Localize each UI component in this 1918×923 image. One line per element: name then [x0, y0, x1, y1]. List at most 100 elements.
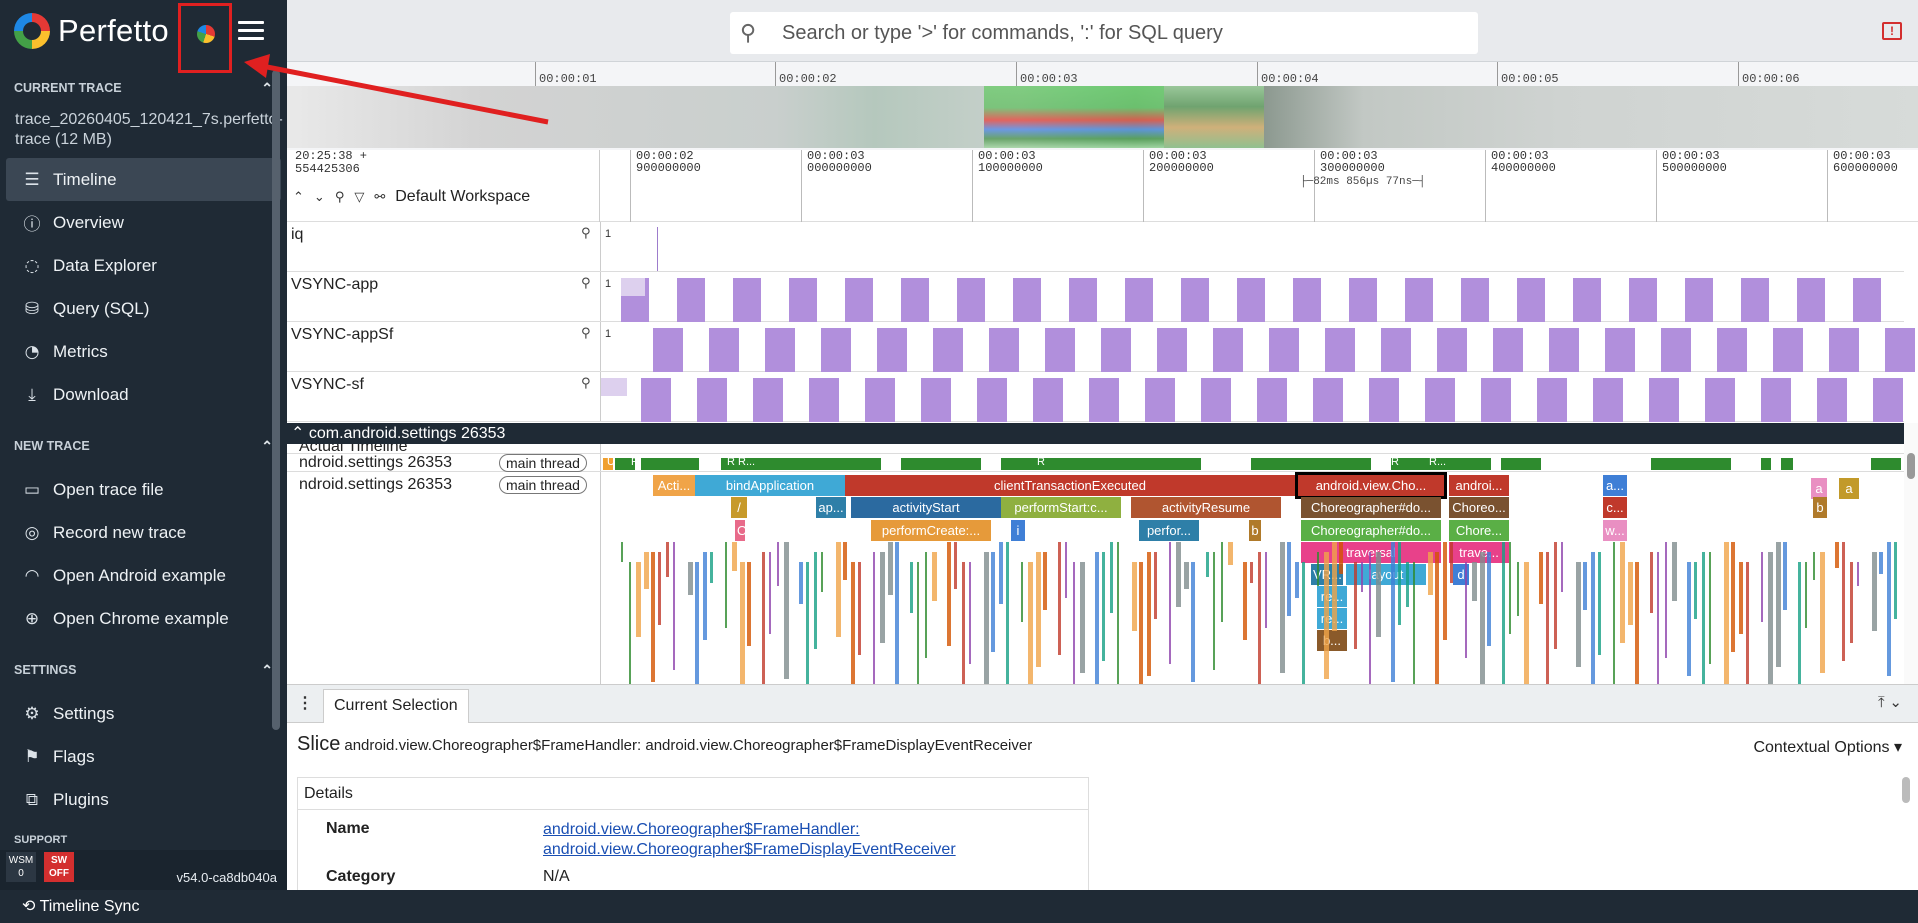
- hamburger-menu-button[interactable]: [238, 21, 264, 41]
- trace-slice[interactable]: [1465, 562, 1467, 658]
- pin-icon[interactable]: ⚲: [581, 376, 591, 391]
- overview-visible-window[interactable]: [984, 86, 1164, 148]
- sidebar-item-open-android-example[interactable]: ◠ Open Android example: [6, 554, 281, 597]
- trace-slice[interactable]: [1746, 562, 1749, 684]
- trace-slice[interactable]: [1776, 542, 1781, 667]
- status-bar[interactable]: ⟲ Timeline Sync: [0, 890, 1918, 923]
- counter-canvas[interactable]: 1: [601, 272, 1904, 322]
- trace-slice[interactable]: [1613, 542, 1615, 684]
- trace-slice[interactable]: [740, 562, 745, 684]
- trace-slice[interactable]: [673, 542, 675, 670]
- sidebar-item-overview[interactable]: ⓘ Overview: [6, 201, 281, 244]
- trace-slice[interactable]: [1554, 542, 1557, 649]
- trace-slice[interactable]: i: [1011, 520, 1025, 541]
- trace-slice[interactable]: [1635, 562, 1639, 684]
- trace-slice[interactable]: [843, 542, 847, 580]
- trace-slice[interactable]: Choreographer#do...: [1301, 497, 1441, 518]
- sidebar-item-open-chrome-example[interactable]: ⊕ Open Chrome example: [6, 597, 281, 640]
- details-scrollbar[interactable]: [1902, 777, 1912, 817]
- trace-slice[interactable]: [1657, 552, 1659, 684]
- selected-slice[interactable]: android.view.Cho...: [1295, 472, 1447, 499]
- trace-slice[interactable]: [1620, 542, 1625, 643]
- trace-slice[interactable]: [1842, 542, 1845, 661]
- trace-slice[interactable]: [1428, 552, 1433, 595]
- thread-state-block[interactable]: [1871, 458, 1901, 470]
- trace-slice[interactable]: clientTransactionExecuted: [845, 475, 1295, 496]
- trace-slice[interactable]: [1324, 552, 1329, 679]
- trace-slice[interactable]: [1694, 562, 1697, 619]
- trace-slice[interactable]: [888, 542, 893, 595]
- trace-slice[interactable]: traversal: [1301, 542, 1441, 563]
- trace-slice[interactable]: [1154, 552, 1157, 619]
- trace-slice[interactable]: [1850, 562, 1853, 643]
- trace-slice[interactable]: [947, 542, 951, 646]
- trace-slice[interactable]: b: [1249, 520, 1261, 541]
- trace-slice[interactable]: performStart:c...: [1001, 497, 1121, 518]
- trace-slice[interactable]: [925, 552, 927, 658]
- trace-slice[interactable]: [1539, 552, 1543, 604]
- thread-state-block[interactable]: [1501, 458, 1541, 470]
- trace-slice[interactable]: [1243, 562, 1247, 640]
- trace-slice[interactable]: [1176, 542, 1181, 607]
- trace-slice[interactable]: [1546, 552, 1549, 684]
- trace-slice[interactable]: [954, 542, 957, 589]
- track-vsync-app[interactable]: VSYNC-app ⚲ 1: [287, 272, 1904, 322]
- trace-slice[interactable]: [1583, 562, 1587, 610]
- trace-slice[interactable]: [1761, 552, 1763, 622]
- trace-slice[interactable]: [799, 562, 803, 604]
- trace-slice[interactable]: [1102, 552, 1105, 661]
- sidebar-item-metrics[interactable]: ◔ Metrics: [6, 330, 281, 373]
- trace-slice[interactable]: [1132, 562, 1137, 631]
- trace-slice[interactable]: [1768, 552, 1773, 684]
- sidebar-item-timeline[interactable]: ☰ Timeline: [6, 158, 281, 201]
- trace-slice[interactable]: [1783, 542, 1787, 610]
- trace-slice[interactable]: [784, 542, 789, 679]
- trace-slice[interactable]: [1265, 552, 1267, 628]
- trace-slice[interactable]: [703, 552, 707, 640]
- thread-state-block[interactable]: [691, 458, 699, 470]
- trace-slice[interactable]: [1369, 552, 1371, 684]
- track-panel[interactable]: iq ⚲ 1 VSYNC-app ⚲ 1 VSYNC-appSf ⚲ 1 VSYNC-sf ⚲ 1 ⌃…: [287, 222, 1918, 684]
- trace-slice[interactable]: [1872, 552, 1877, 631]
- trace-slice[interactable]: [769, 552, 771, 634]
- trace-slice[interactable]: b: [1813, 497, 1827, 518]
- trace-slice[interactable]: [1480, 552, 1485, 684]
- trace-slice[interactable]: performCreate:...: [871, 520, 991, 541]
- pin-icon[interactable]: ⚲: [581, 276, 591, 291]
- trace-slice[interactable]: [1591, 552, 1595, 684]
- trace-slice[interactable]: [1650, 552, 1653, 613]
- trace-slice[interactable]: [984, 552, 989, 684]
- trace-slice[interactable]: [1487, 552, 1491, 646]
- search-input[interactable]: [782, 21, 1432, 45]
- trace-slice[interactable]: [1435, 552, 1439, 684]
- trace-slice[interactable]: [1354, 562, 1357, 649]
- trace-slice[interactable]: c...: [1603, 497, 1627, 518]
- trace-slice[interactable]: [666, 542, 669, 577]
- trace-slice[interactable]: a: [1811, 478, 1827, 499]
- thread-state-block[interactable]: [1651, 458, 1731, 470]
- time-axis-header[interactable]: 20:25:38 +554425306 ⌃ ⌄ ⚲ ▽ ⚯ Default Wo…: [287, 150, 1918, 222]
- workspace-name[interactable]: Default Workspace: [395, 188, 531, 205]
- trace-slice[interactable]: [1502, 542, 1505, 684]
- trace-slice[interactable]: [658, 552, 661, 625]
- trace-slice[interactable]: [1709, 552, 1711, 664]
- trace-slice[interactable]: ap...: [816, 497, 846, 518]
- trace-slice[interactable]: [1221, 542, 1223, 622]
- trace-slice[interactable]: [1894, 542, 1897, 619]
- trace-slice[interactable]: [969, 562, 971, 664]
- trace-slice[interactable]: [747, 562, 751, 646]
- trace-slice[interactable]: [1561, 542, 1563, 592]
- trace-slice[interactable]: [1450, 542, 1453, 583]
- trace-slice[interactable]: [1598, 552, 1601, 655]
- trace-slice[interactable]: [1820, 552, 1825, 673]
- slices-canvas[interactable]: Acti... bindApplication clientTransactionE…: [601, 472, 1904, 684]
- thread-state-track[interactable]: ndroid.settings 26353 main thread U R R R.…: [287, 454, 1904, 472]
- trace-slice[interactable]: [1147, 552, 1151, 676]
- trace-slice[interactable]: [1398, 542, 1401, 625]
- trace-slice[interactable]: [1628, 562, 1633, 625]
- thread-state-block[interactable]: [615, 458, 635, 470]
- process-header[interactable]: ⌃ com.android.settings 26353: [287, 423, 1904, 444]
- trace-slice[interactable]: [695, 562, 699, 684]
- track-iq[interactable]: iq ⚲ 1: [287, 222, 1904, 272]
- counter-canvas[interactable]: 1: [601, 322, 1915, 372]
